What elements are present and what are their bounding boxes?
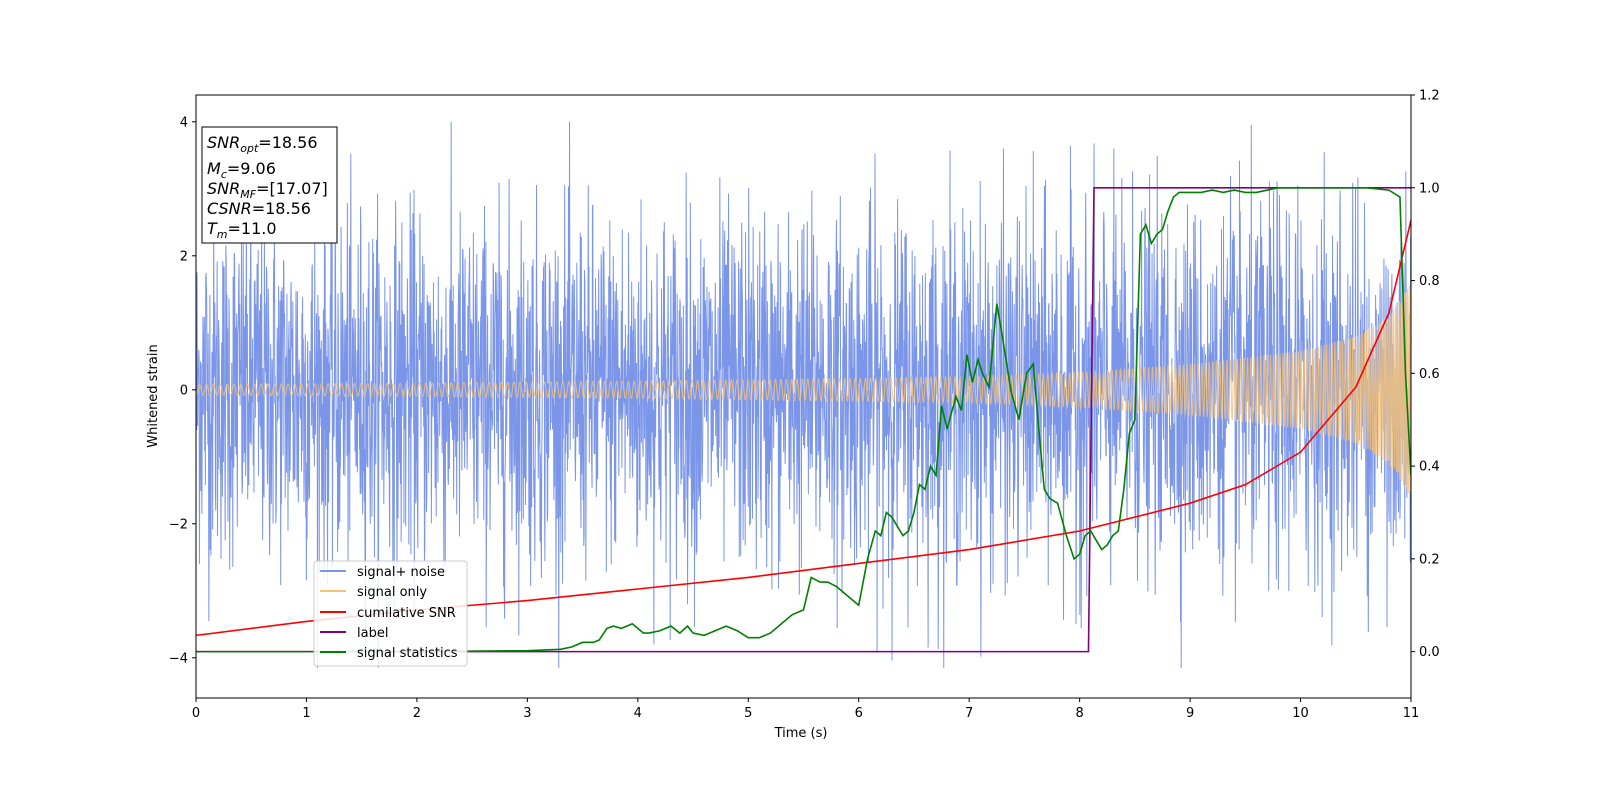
legend-label-label: label	[357, 626, 388, 641]
info-snr-mf: SNRMF=[17.07]	[207, 179, 328, 201]
x-tick-label: 9	[1186, 706, 1194, 721]
series-signal-noise	[196, 121, 1411, 668]
info-csnr-value: =18.56	[252, 199, 311, 218]
y-axis-right: 0.0 0.2 0.4 0.6 0.8 1.0 1.2	[1411, 89, 1440, 660]
info-box: SNRopt=18.56 Mc=9.06 SNRMF=[17.07] CSNR=…	[201, 126, 338, 244]
info-snr-opt-main: SNR	[207, 133, 240, 152]
series-label	[196, 186, 1411, 653]
y-tick-label: −2	[169, 517, 188, 532]
legend-label-stat: signal statistics	[357, 646, 458, 661]
series-signal-only	[196, 285, 1411, 493]
info-snr-opt-value: =18.56	[258, 133, 317, 152]
x-axis: 0 1 2 3 4 5 6 7 8 9 10 11	[192, 698, 1419, 721]
y-tick-label: −4	[169, 651, 188, 666]
y-axis-left: −4 −2 0 2 4	[169, 115, 196, 666]
info-tm-value: =11.0	[228, 219, 277, 238]
legend-label-noise: signal+ noise	[357, 565, 445, 580]
info-tm: Tm=11.0	[207, 219, 277, 241]
x-tick-label: 8	[1075, 706, 1083, 721]
y2-tick-label: 0.2	[1419, 552, 1440, 567]
plot-frame	[195, 94, 1412, 699]
info-mc-sub: c	[221, 168, 227, 181]
y-tick-label: 2	[180, 249, 188, 264]
y2-tick-label: 0.4	[1419, 460, 1440, 475]
y2-tick-label: 1.2	[1419, 89, 1440, 104]
x-tick-label: 4	[634, 706, 642, 721]
x-tick-label: 10	[1292, 706, 1309, 721]
y2-tick-label: 0.8	[1419, 274, 1440, 289]
info-snr-mf-main: SNR	[207, 179, 240, 198]
x-axis-label: Time (s)	[774, 726, 828, 741]
legend-label-csnr: cumilative SNR	[357, 606, 456, 621]
y-tick-label: 4	[180, 115, 188, 130]
info-mc-main: M	[207, 159, 221, 178]
x-tick-label: 6	[855, 706, 863, 721]
info-snr-opt: SNRopt=18.56	[207, 133, 318, 155]
info-snr-mf-value: =[17.07]	[256, 179, 328, 198]
x-tick-label: 0	[192, 706, 200, 721]
info-csnr: CSNR=18.56	[207, 199, 311, 218]
info-tm-main: T	[207, 219, 218, 238]
info-mc-value: =9.06	[227, 159, 276, 178]
x-tick-label: 2	[413, 706, 421, 721]
y2-tick-label: 1.0	[1419, 181, 1440, 196]
x-tick-label: 1	[302, 706, 310, 721]
x-tick-label: 11	[1403, 706, 1420, 721]
legend-label-signal: signal only	[357, 585, 427, 600]
series-signal-statistics	[196, 186, 1411, 653]
info-box-frame	[201, 126, 338, 244]
x-tick-label: 7	[965, 706, 973, 721]
y2-tick-label: 0.0	[1419, 645, 1440, 660]
info-snr-mf-sub: MF	[240, 188, 256, 201]
info-mc: Mc=9.06	[207, 159, 276, 181]
x-tick-label: 5	[744, 706, 752, 721]
info-csnr-main: CSNR	[207, 199, 252, 218]
y2-tick-label: 0.6	[1419, 367, 1440, 382]
legend-frame	[313, 560, 468, 667]
y-axis-label: Whitened strain	[146, 344, 161, 447]
info-tm-sub: m	[217, 228, 228, 241]
legend: signal+ noise signal only cumilative SNR…	[313, 560, 468, 667]
y-tick-label: 0	[180, 383, 188, 398]
x-tick-label: 3	[523, 706, 531, 721]
info-snr-opt-sub: opt	[240, 142, 259, 155]
